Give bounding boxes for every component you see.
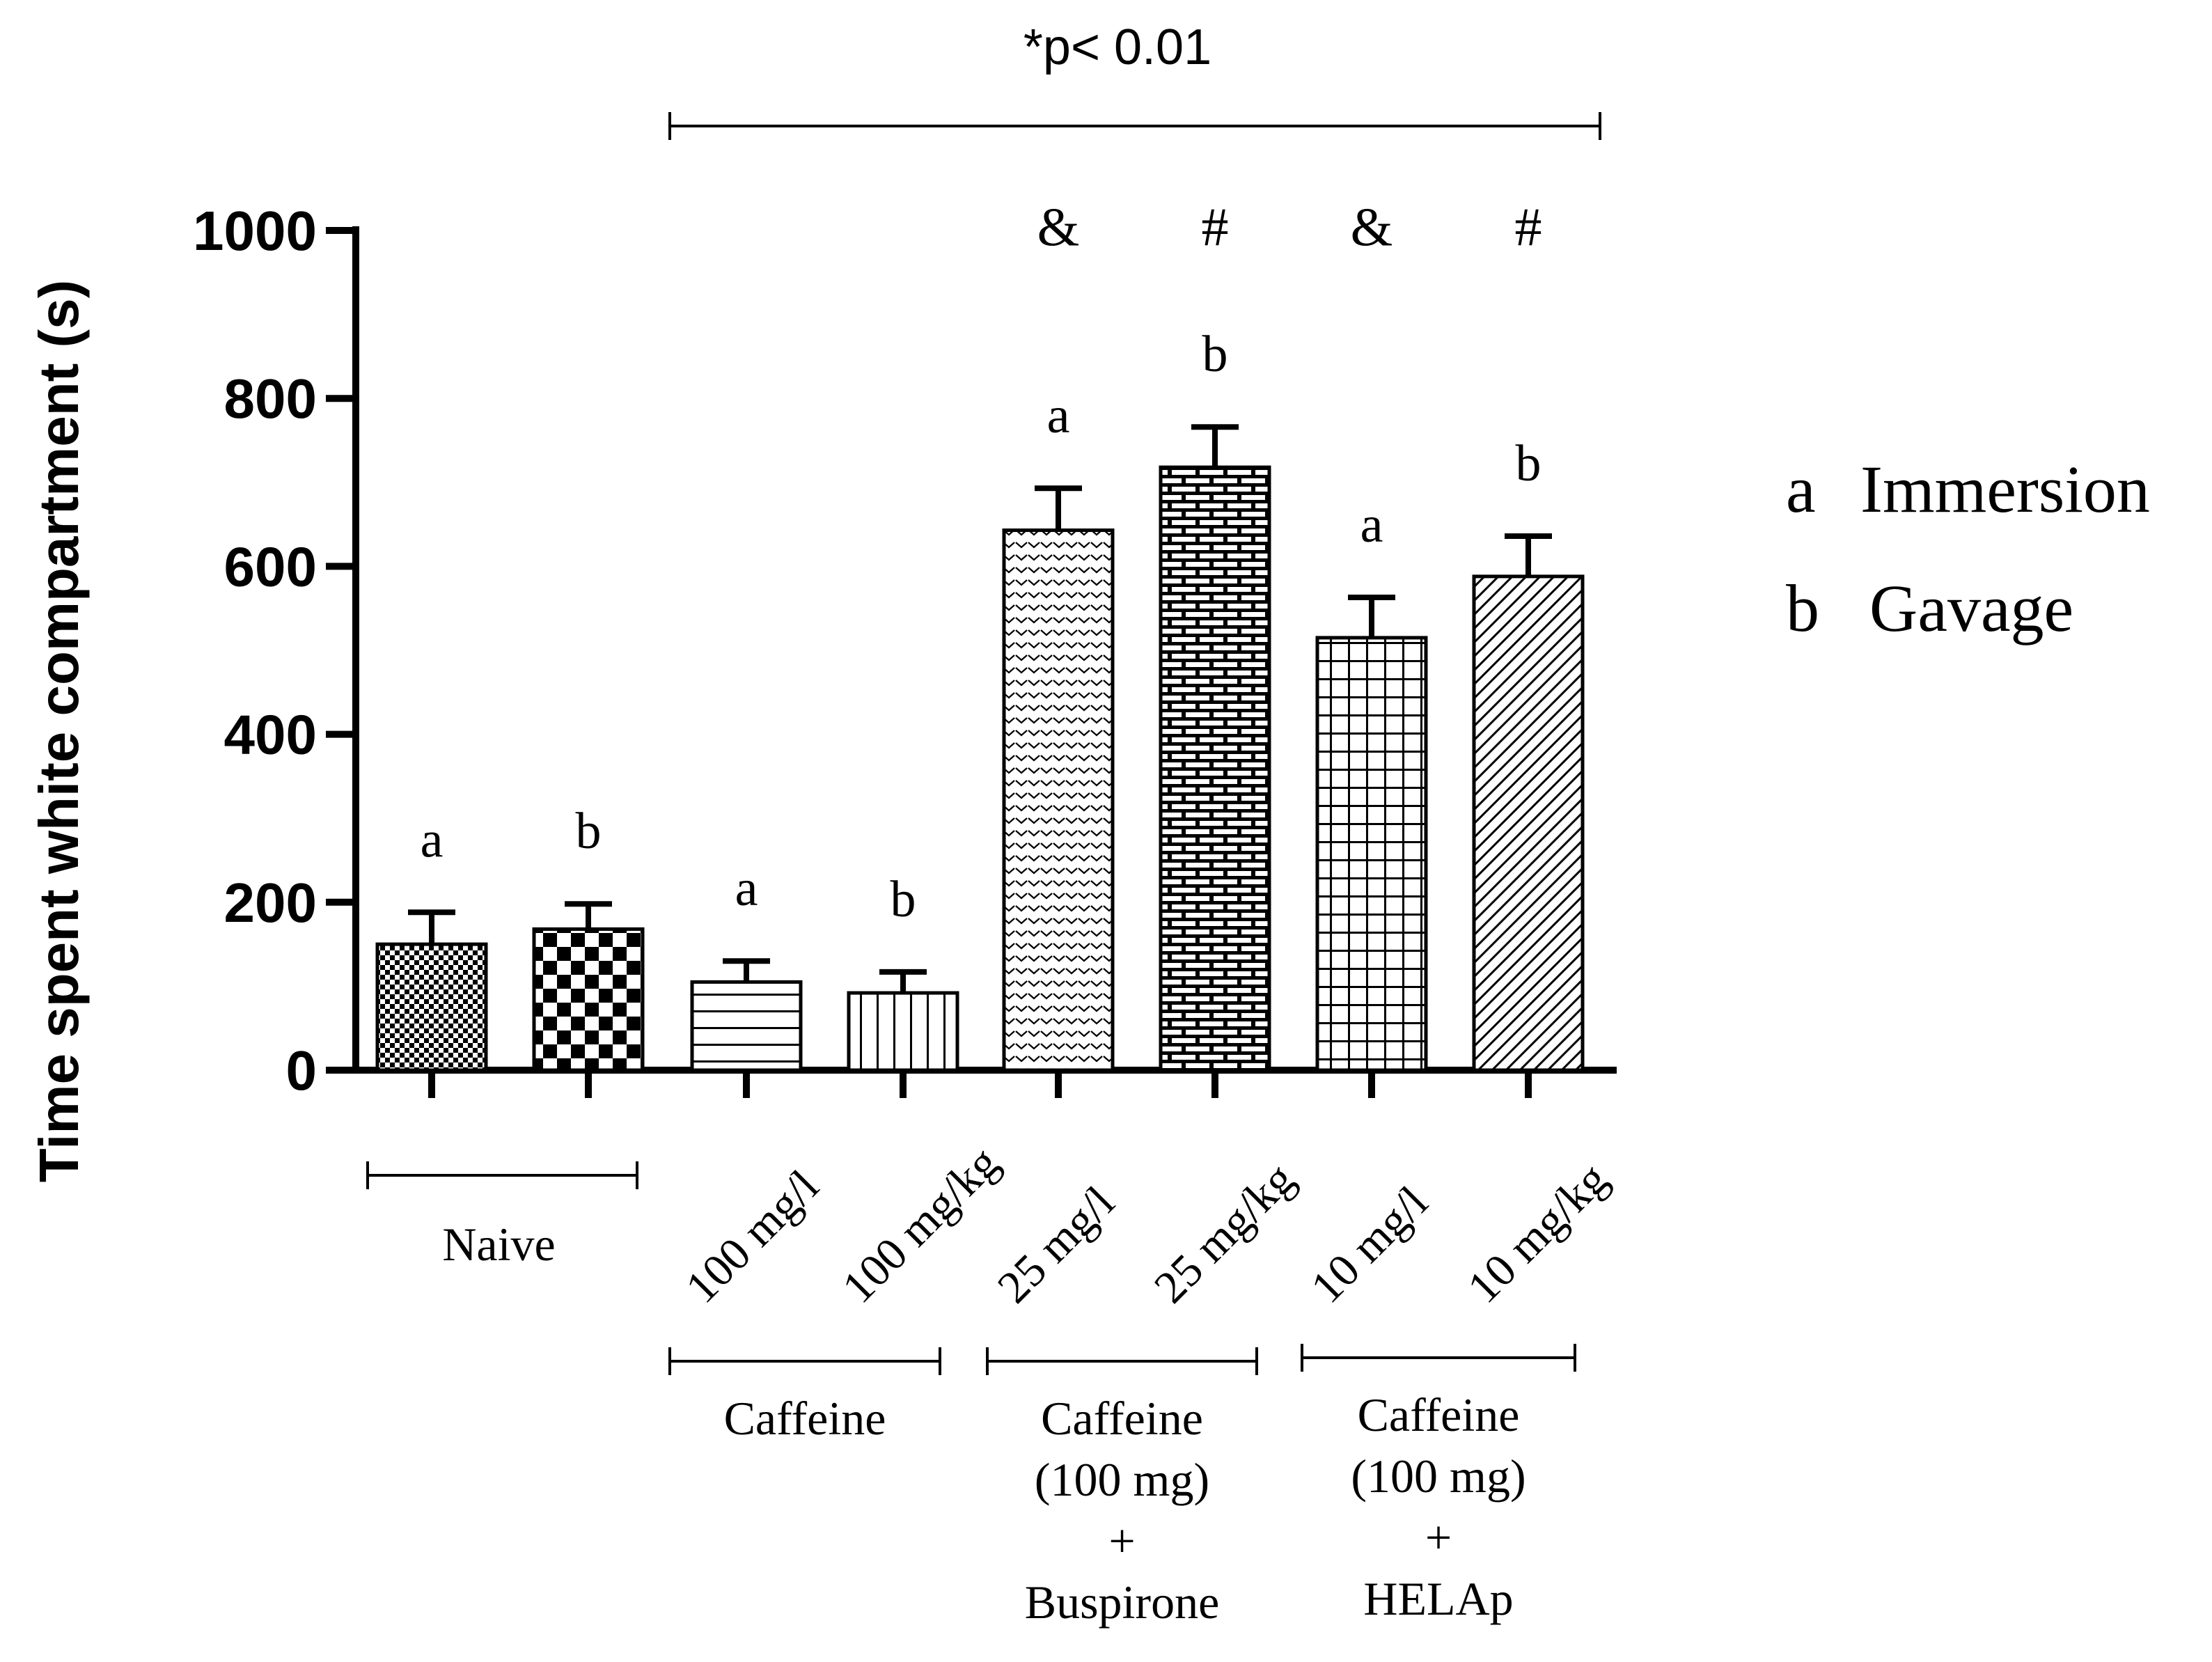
category-label: 25 mg/l <box>988 1177 1124 1313</box>
bar-letter: b <box>576 803 602 860</box>
y-tick-label: 0 <box>286 1040 317 1102</box>
bar <box>847 991 959 1072</box>
bar-letter: b <box>891 871 916 928</box>
group-label: + <box>1108 1514 1135 1567</box>
y-tick-label: 1000 <box>193 200 317 262</box>
category-label: 10 mg/l <box>1301 1177 1438 1313</box>
group-label: + <box>1425 1511 1452 1564</box>
bar-letter: a <box>421 811 444 868</box>
category-label: 25 mg/kg <box>1145 1153 1304 1312</box>
significance-mark: # <box>1515 196 1542 257</box>
bar-letter: b <box>1516 435 1542 492</box>
group-label: (100 mg) <box>1351 1450 1525 1503</box>
y-tick-label: 200 <box>224 872 317 934</box>
bar-letter: a <box>1047 387 1070 444</box>
y-axis-title: Time spent white compartment (s) <box>28 280 90 1183</box>
bar <box>1315 636 1428 1072</box>
category-label: 100 mg/l <box>676 1161 829 1313</box>
group-label: Caffeine <box>1358 1388 1520 1441</box>
significance-mark: & <box>1351 196 1393 257</box>
bar <box>532 927 645 1072</box>
y-ticks: 0 200 400 600 800 1000 <box>193 200 356 1102</box>
significance-bracket <box>668 112 1601 140</box>
legend-label-immersion: Immersion <box>1860 452 2150 526</box>
group-label: Caffeine <box>1041 1392 1203 1445</box>
bar-letter: a <box>1360 496 1383 554</box>
bar <box>1002 528 1115 1072</box>
bar <box>1472 574 1585 1072</box>
bar <box>375 942 488 1072</box>
bars: a b a b a & b # a & b # <box>375 196 1585 1072</box>
group-label: Caffeine <box>724 1392 886 1445</box>
group-label: Naive <box>442 1218 555 1271</box>
group-brackets: Naive Caffeine Caffeine (100 mg) + Buspirone C… <box>366 1161 1576 1629</box>
legend-letter-b: b <box>1786 571 1819 645</box>
bar <box>690 980 803 1072</box>
category-label: 100 mg/kg <box>833 1137 1009 1313</box>
significance-mark: # <box>1202 196 1229 257</box>
legend-label-gavage: Gavage <box>1869 571 2073 645</box>
group-label: HELAp <box>1363 1572 1513 1625</box>
legend-letter-a: a <box>1786 452 1816 526</box>
group-label: (100 mg) <box>1035 1453 1209 1506</box>
bar-letter: b <box>1202 326 1228 383</box>
y-tick-label: 800 <box>224 368 317 430</box>
bar-letter: a <box>735 860 758 917</box>
significance-mark: & <box>1037 196 1080 257</box>
significance-annotation: *p< 0.01 <box>1023 19 1211 75</box>
legend: a Immersion b Gavage <box>1786 452 2150 645</box>
group-label: Buspirone <box>1025 1576 1220 1629</box>
y-tick-label: 600 <box>224 535 317 597</box>
category-label: 10 mg/kg <box>1458 1153 1617 1312</box>
y-tick-label: 400 <box>224 704 317 766</box>
bar <box>1159 465 1271 1072</box>
x-ticks <box>428 1070 1532 1098</box>
